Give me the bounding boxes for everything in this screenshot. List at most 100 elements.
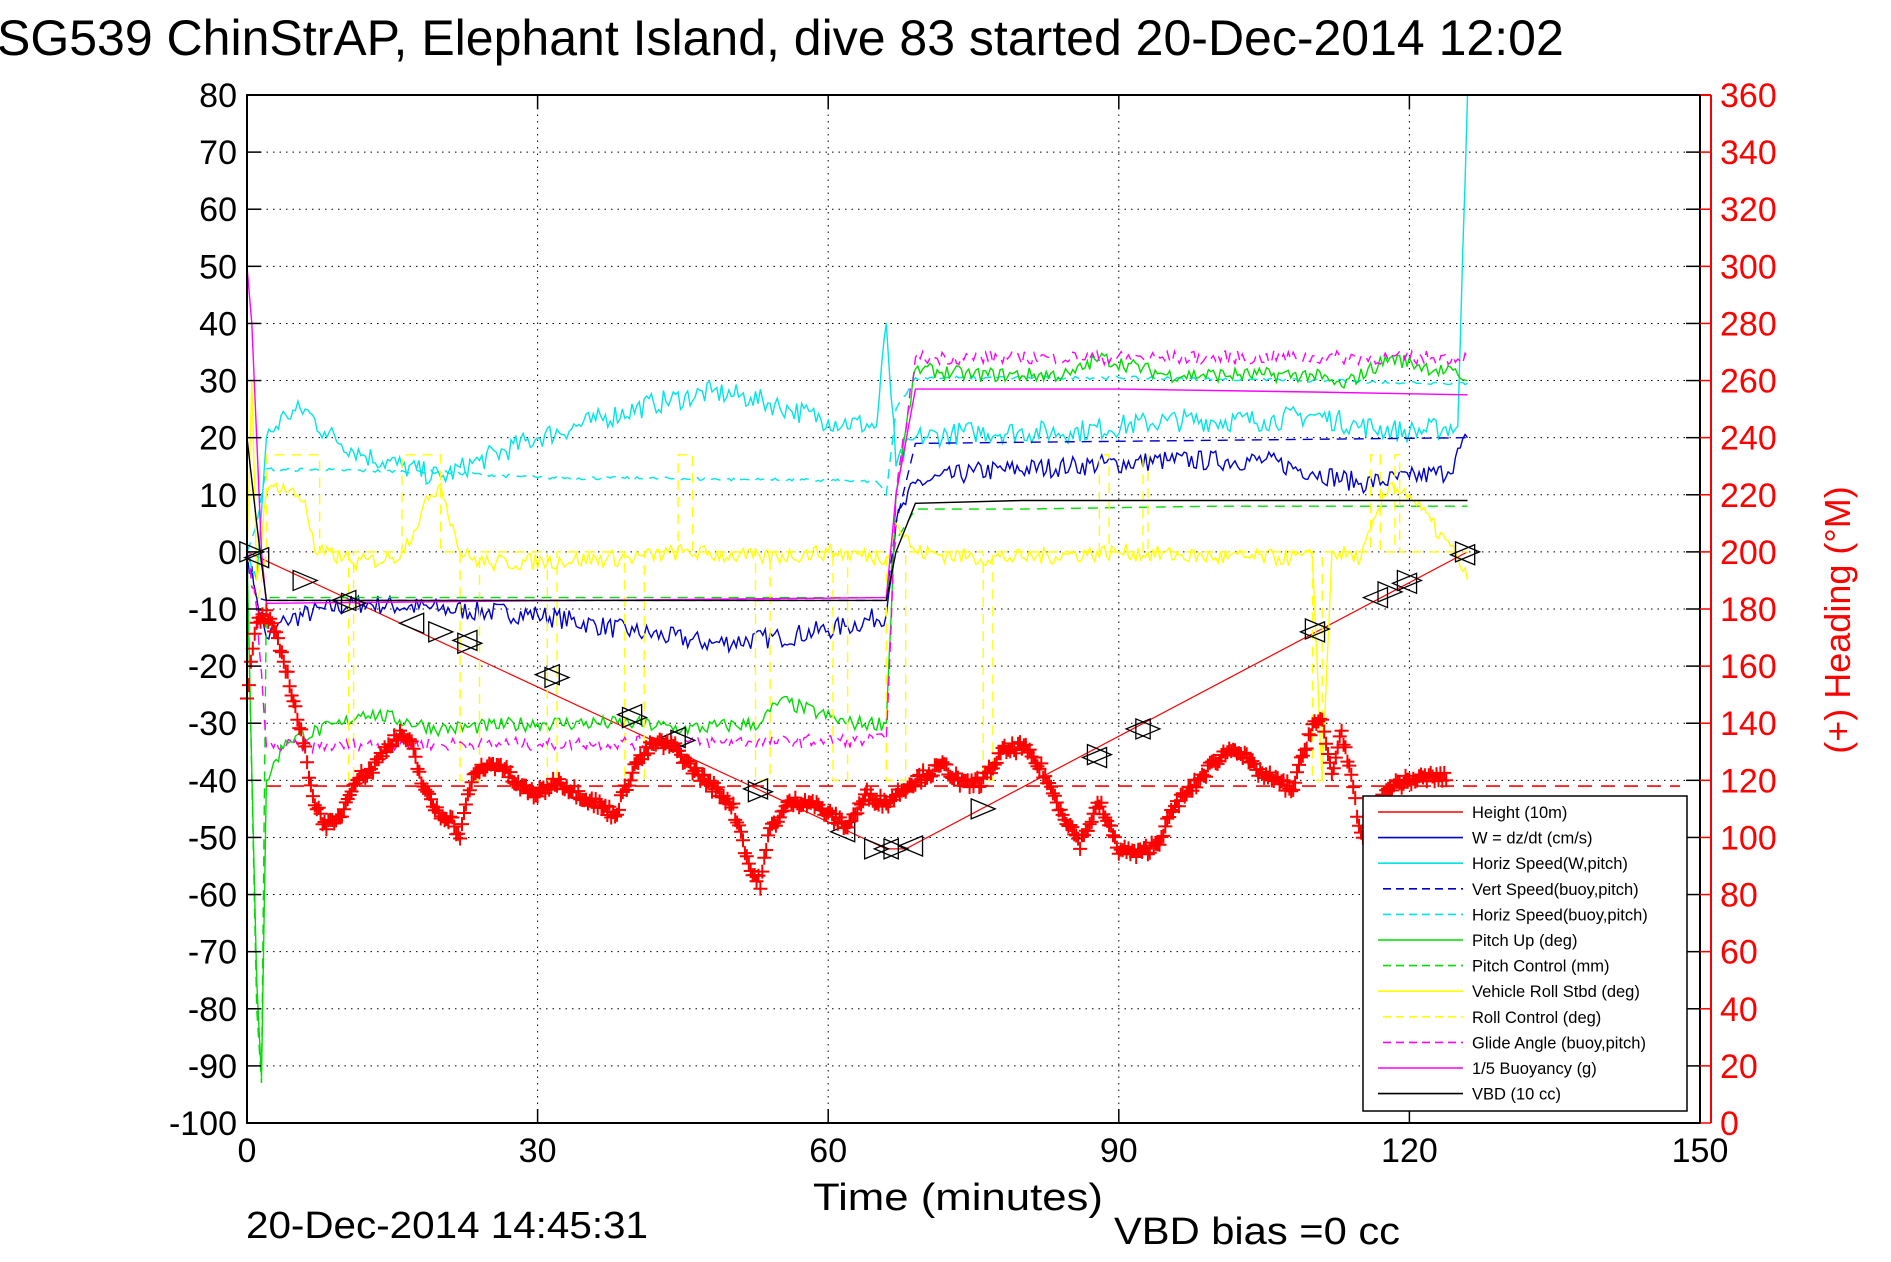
series-roll-control-deg [246,454,1468,781]
triangle-marker [621,706,649,729]
series-vert-speed-buoy-pitch [246,437,1468,602]
heading-point [1299,741,1314,756]
heading-point [1073,841,1088,856]
heading-point [1297,742,1312,757]
heading-point [1286,782,1301,797]
heading-point [1334,723,1349,738]
right-tick-label: 220 [1720,477,1777,515]
triangle-marker [292,569,319,592]
triangle-marker [397,612,425,635]
heading-point [410,761,425,776]
heading-point [1044,779,1058,794]
heading-point [1084,814,1099,829]
heading-point [300,755,315,770]
grid-lines [247,95,1700,1123]
heading-point [327,816,342,831]
heading-point [737,846,752,861]
heading-point [908,777,923,792]
heading-point [1321,747,1335,761]
heading-point [344,784,359,799]
heading-point [734,824,748,839]
heading-point [916,763,931,778]
series-pitch-up-deg [246,352,1468,1078]
series-layer [246,94,1469,1084]
right-tick-label: 80 [1720,877,1758,915]
triangle-marker [1135,717,1162,740]
heading-point [1348,791,1363,806]
heading-point [823,803,838,818]
heading-point [336,802,351,817]
legend-label: Height (10m) [1472,804,1567,822]
series-pitch-control-mm [246,505,1468,1084]
triangle-marker [741,777,769,800]
right-tick-label: 140 [1720,705,1777,743]
heading-point [1045,786,1060,801]
heading-point [1160,811,1175,826]
heading-point [282,679,297,694]
heading-point [1239,747,1254,762]
triangle-marker [544,666,571,689]
heading-point [697,767,712,782]
right-tick-label: 240 [1720,420,1777,458]
heading-point [987,757,1002,772]
heading-point [311,800,326,815]
heading-point [753,881,768,896]
right-tick-label: 0 [1720,1105,1739,1143]
heading-point [674,747,688,762]
y-tick-label: -30 [188,705,237,743]
heading-point [462,783,477,798]
y-tick-label: -70 [188,934,237,972]
heading-point [1154,830,1169,844]
heading-point [788,790,803,805]
heading-point [1152,837,1167,852]
heading-point [1065,820,1080,835]
heading-point [906,779,921,794]
heading-point [1245,754,1260,769]
heading-point [1332,729,1347,744]
heading-point [689,761,704,776]
heading-point [1177,789,1192,804]
y-tick-label: 0 [218,534,237,572]
heading-point [1326,761,1341,776]
x-tick-label: 120 [1381,1132,1438,1170]
heading-point [681,754,696,769]
right-tick-label: 280 [1720,305,1777,343]
heading-point [294,722,309,737]
heading-point [1034,756,1049,771]
triangle-marker [451,629,478,652]
heading-point [302,770,316,785]
heading-point [641,746,655,761]
heading-point [1237,745,1252,760]
heading-point [1063,818,1078,832]
marker-layer [239,540,1482,860]
heading-point [854,797,869,812]
heading-point [1094,795,1109,810]
heading-point [1336,737,1351,752]
heading-point [271,631,285,646]
heading-point [1189,780,1204,795]
triangle-marker [239,540,266,563]
heading-point [972,780,987,794]
y-tick-label: -60 [188,877,237,915]
heading-point [274,645,289,660]
right-tick-label: 320 [1720,191,1777,229]
heading-point [736,833,750,848]
heading-point [623,773,638,788]
heading-point [284,688,299,703]
series-height-10m [246,551,1468,850]
heading-point [1047,788,1062,803]
heading-point [303,778,318,793]
y-tick-label: -20 [188,648,237,686]
heading-point [1338,740,1353,755]
heading-point [292,721,307,736]
right-tick-label: 340 [1720,134,1777,172]
y-tick-label: 60 [199,191,237,229]
right-tick-label: 200 [1720,534,1777,572]
heading-point [1026,750,1041,765]
heading-point [288,699,303,714]
triangle-marker [1448,543,1476,566]
heading-point [1107,830,1122,845]
heading-point [1317,724,1332,739]
heading-point [925,768,940,783]
legend-label: W = dz/dt (cm/s) [1472,830,1593,848]
